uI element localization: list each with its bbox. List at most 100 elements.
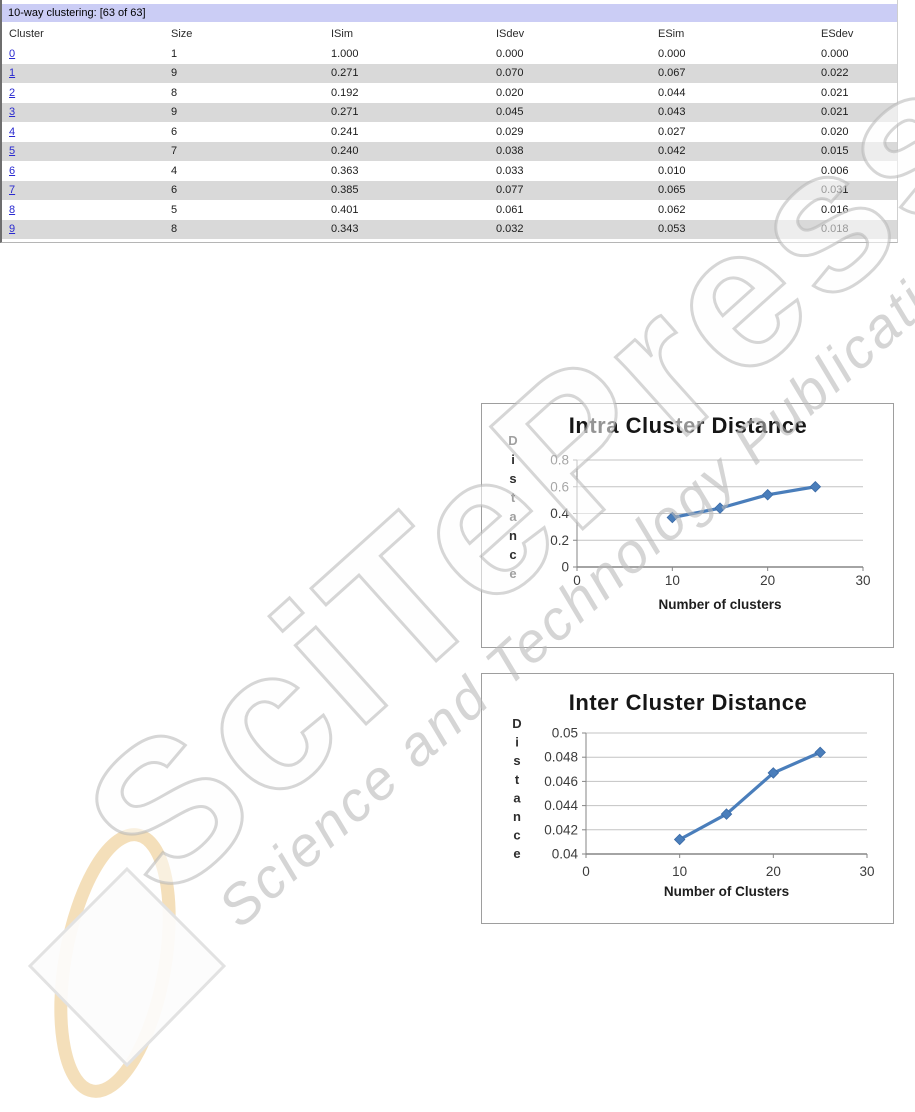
x-tick-label: 20: [760, 573, 775, 588]
cell: 7: [171, 145, 178, 158]
table-row: 4 6 0.241 0.029 0.027 0.020: [2, 122, 897, 142]
cell: 0.018: [821, 223, 849, 236]
cell: 0.343: [331, 223, 359, 236]
x-axis-label: Number of clusters: [658, 597, 781, 612]
cell: 0.065: [658, 184, 686, 197]
cell: 0.033: [496, 164, 524, 177]
cell: 0.045: [496, 106, 524, 119]
table-row: 0 1 1.000 0.000 0.000 0.000: [2, 44, 897, 64]
y-tick-label: 0.05: [552, 726, 578, 741]
y-tick-label: 0.048: [544, 750, 578, 765]
cluster-link[interactable]: 2: [9, 86, 16, 99]
data-point-marker: [666, 511, 679, 524]
y-axis-label-letter: i: [515, 735, 519, 750]
chart-title: Inter Cluster Distance: [569, 690, 807, 715]
y-tick-label: 0.042: [544, 822, 578, 837]
cell: 0.077: [496, 184, 524, 197]
data-point-marker: [814, 746, 826, 759]
y-axis-label-letter: t: [515, 772, 520, 787]
cell: 9: [171, 67, 178, 80]
y-axis-label-letter: i: [511, 452, 515, 467]
x-tick-label: 20: [766, 864, 781, 879]
column-header: ESdev: [821, 27, 854, 40]
data-point-marker: [720, 808, 733, 820]
y-axis-label-letter: n: [509, 528, 517, 543]
y-axis-label-letter: D: [512, 716, 521, 731]
y-axis-label-letter: c: [513, 828, 520, 843]
cell: 0.027: [658, 125, 686, 138]
cell: 0.020: [821, 125, 849, 138]
column-header: ESim: [658, 27, 685, 40]
intra-cluster-distance-chart: 0 0.2 0.4 0.6 0.8 0 10 20 30 Intra Cluster Distan…: [481, 403, 894, 648]
x-tick-label: 0: [573, 573, 581, 588]
cell: 0.061: [496, 203, 524, 216]
cell: 0.042: [658, 145, 686, 158]
chart-canvas: 0.04 0.042 0.044 0.046 0.048 0.05 0 10 20 30 Inter…: [512, 690, 874, 899]
cell: 8: [171, 223, 178, 236]
inter-cluster-distance-chart: 0.04 0.042 0.044 0.046 0.048 0.05 0 10 20 30 Inter…: [481, 673, 894, 924]
scitepress-logo-ring-icon: [54, 828, 176, 1098]
table-row: 9 8 0.343 0.032 0.053 0.018: [2, 219, 897, 239]
y-tick-label: 0.4: [550, 506, 569, 521]
column-header: Size: [171, 27, 193, 40]
x-tick-label: 0: [582, 864, 590, 879]
cell: 0.053: [658, 223, 686, 236]
y-tick-label: 0.046: [544, 774, 578, 789]
cell: 0.015: [821, 145, 849, 158]
y-axis-label-letter: s: [509, 471, 516, 486]
cell: 0.032: [496, 223, 524, 236]
cell: 0.271: [331, 67, 359, 80]
cell: 0.021: [821, 86, 849, 99]
cell: 0.016: [821, 203, 849, 216]
y-axis-label-letter: D: [508, 433, 517, 448]
table-header-row: Cluster Size ISim ISdev ESim ESdev: [2, 23, 897, 44]
cell: 0.271: [331, 106, 359, 119]
cell: 0.192: [331, 86, 359, 99]
cluster-link[interactable]: 8: [9, 203, 16, 216]
table-row: 2 8 0.192 0.020 0.044 0.021: [2, 83, 897, 103]
cell: 0.044: [658, 86, 686, 99]
cluster-link[interactable]: 0: [9, 47, 16, 60]
column-header: ISdev: [496, 27, 525, 40]
cluster-link[interactable]: 9: [9, 223, 16, 236]
cell: 5: [171, 203, 178, 216]
cell: 0.022: [821, 67, 849, 80]
table-body: 0 1 1.000 0.000 0.000 0.000 1 9 0.271 0.070 0.067 0…: [2, 44, 897, 239]
cell: 0.006: [821, 164, 849, 177]
series-line: [678, 750, 822, 842]
cell: 0.000: [658, 47, 686, 60]
y-axis-label-letter: e: [509, 566, 516, 581]
cell: 9: [171, 106, 178, 119]
cluster-link[interactable]: 6: [9, 164, 16, 177]
data-point-marker: [761, 489, 774, 501]
y-tick-label: 0: [561, 560, 569, 575]
cluster-link[interactable]: 4: [9, 125, 16, 138]
y-axis-label-letter: a: [509, 509, 517, 524]
x-tick-label: 10: [672, 864, 687, 879]
cell: 0.241: [331, 125, 359, 138]
cluster-link[interactable]: 5: [9, 145, 16, 158]
cell: 6: [171, 184, 178, 197]
data-point-marker: [673, 833, 686, 846]
cell: 0.070: [496, 67, 524, 80]
y-tick-label: 0.044: [544, 798, 578, 813]
table-title: 10-way clustering: [63 of 63]: [8, 7, 146, 19]
data-point-marker: [809, 480, 822, 493]
series-line: [670, 485, 817, 520]
cell: 0.010: [658, 164, 686, 177]
cell: 0.240: [331, 145, 359, 158]
x-tick-label: 30: [855, 573, 870, 588]
cell: 0.385: [331, 184, 359, 197]
cell: 0.363: [331, 164, 359, 177]
cluster-link[interactable]: 3: [9, 106, 16, 119]
cell: 0.062: [658, 203, 686, 216]
cell: 0.029: [496, 125, 524, 138]
x-axis-label: Number of Clusters: [664, 884, 789, 899]
column-header: Cluster: [9, 27, 44, 40]
cluster-link[interactable]: 7: [9, 184, 16, 197]
y-tick-label: 0.2: [550, 533, 569, 548]
y-axis-label-letter: e: [513, 846, 520, 861]
cell: 0.000: [496, 47, 524, 60]
table-title-bar: 10-way clustering: [63 of 63]: [2, 4, 897, 22]
cluster-link[interactable]: 1: [9, 67, 16, 80]
